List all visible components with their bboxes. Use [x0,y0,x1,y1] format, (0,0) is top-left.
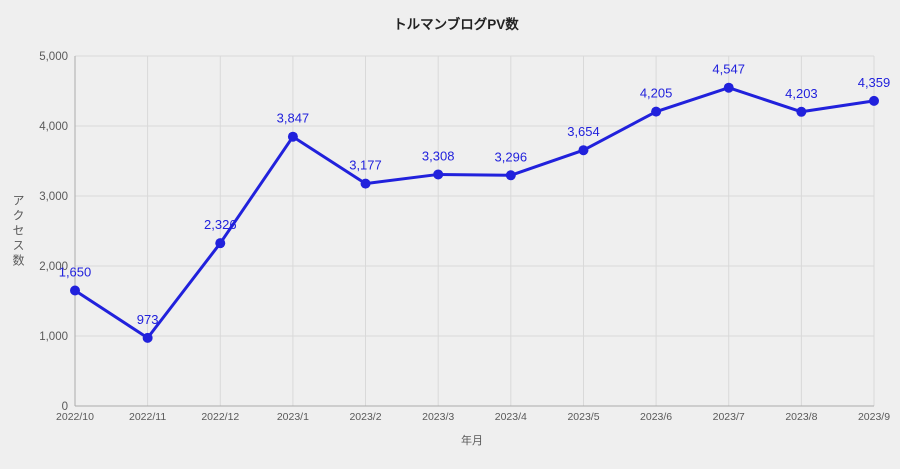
svg-text:4,203: 4,203 [785,86,818,101]
svg-text:3,177: 3,177 [349,158,382,173]
svg-text:4,000: 4,000 [39,121,68,133]
svg-text:2023/2: 2023/2 [349,411,381,423]
svg-text:3,308: 3,308 [422,148,455,163]
svg-text:2022/11: 2022/11 [129,411,166,423]
svg-text:2,326: 2,326 [204,217,237,232]
svg-text:2023/3: 2023/3 [422,411,454,423]
svg-text:4,547: 4,547 [712,62,745,77]
svg-text:2023/6: 2023/6 [640,411,672,423]
svg-text:3,000: 3,000 [39,191,68,203]
svg-text:2023/7: 2023/7 [713,411,745,423]
svg-text:2023/4: 2023/4 [495,411,527,423]
svg-text:1,000: 1,000 [39,331,68,343]
svg-text:4,359: 4,359 [858,75,891,90]
svg-text:1,650: 1,650 [59,265,92,280]
svg-text:3,654: 3,654 [567,124,600,139]
svg-text:2023/1: 2023/1 [277,411,309,423]
svg-text:2022/10: 2022/10 [56,411,94,423]
svg-text:3,296: 3,296 [495,149,528,164]
svg-text:973: 973 [137,312,159,327]
svg-text:2023/5: 2023/5 [567,411,599,423]
svg-text:2022/12: 2022/12 [201,411,239,423]
svg-text:4,205: 4,205 [640,86,673,101]
svg-text:5,000: 5,000 [39,51,68,63]
svg-text:2023/9: 2023/9 [858,411,890,423]
svg-text:3,847: 3,847 [277,111,310,126]
svg-text:2023/8: 2023/8 [785,411,817,423]
